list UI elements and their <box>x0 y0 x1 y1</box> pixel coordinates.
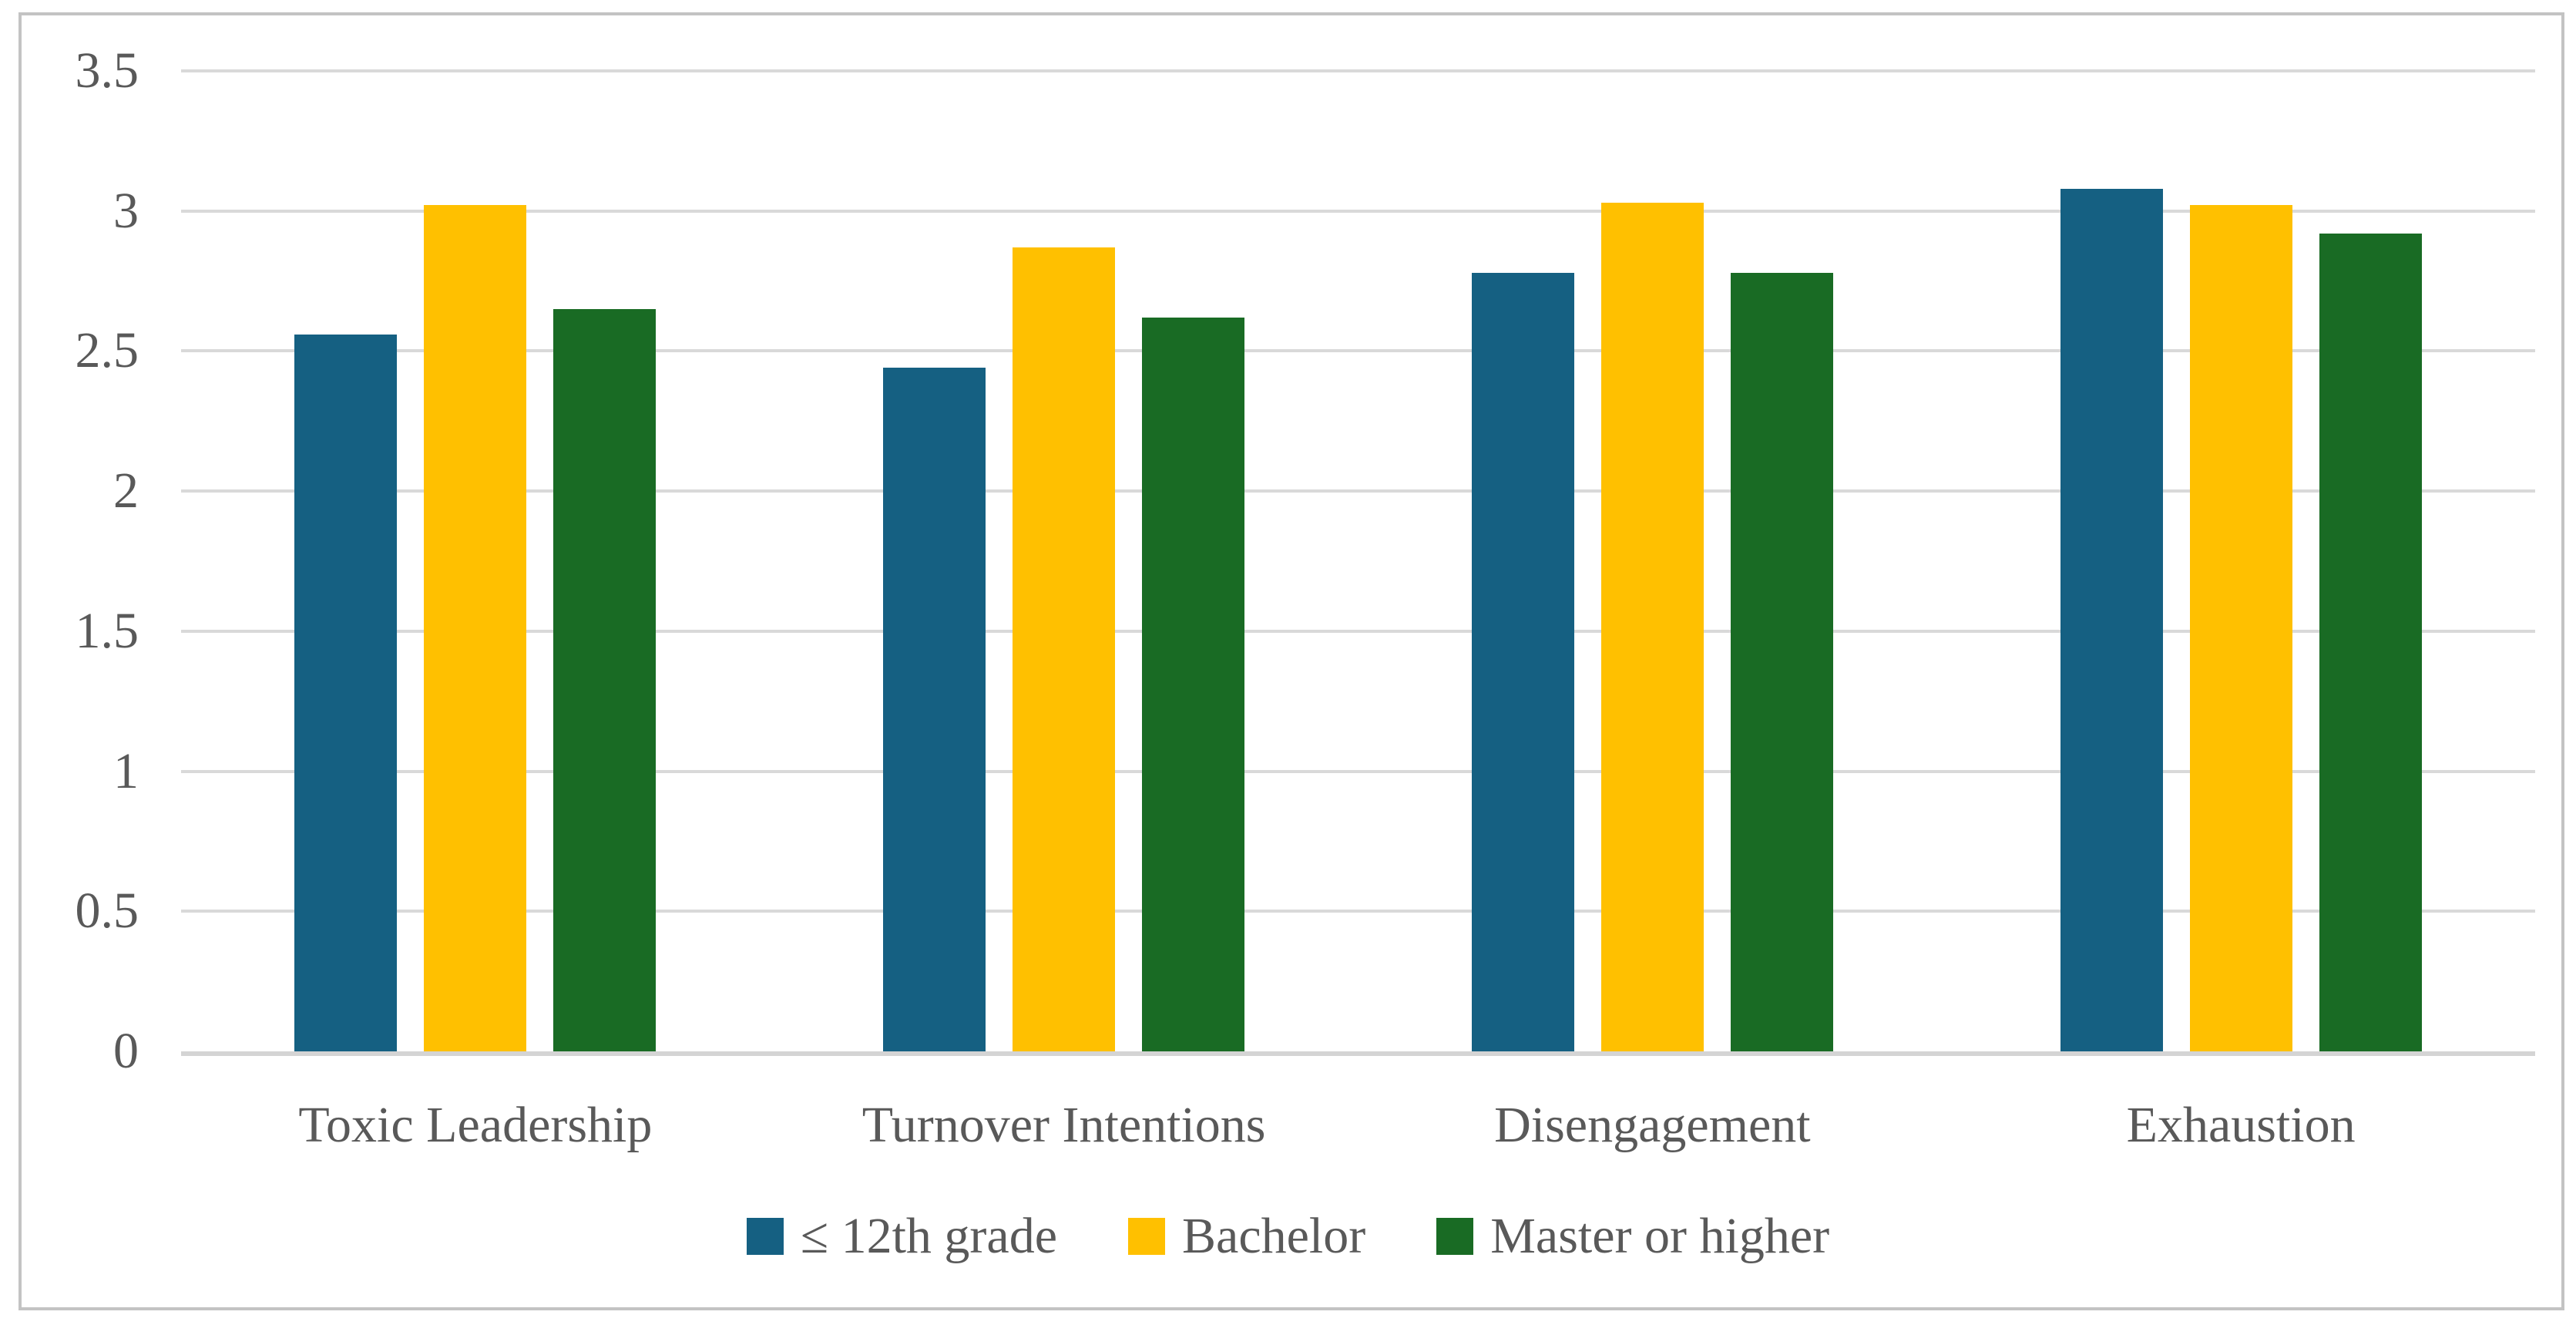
legend-label: Master or higher <box>1490 1208 1830 1264</box>
legend-label: ≤ 12th grade <box>800 1208 1058 1264</box>
gridline-2.5 <box>181 349 2535 353</box>
legend-entry-12th-grade: ≤ 12th grade <box>746 1208 1058 1264</box>
gridline-3.5 <box>181 69 2535 72</box>
gridline-2 <box>181 489 2535 493</box>
legend-entry-master-or-higher: Master or higher <box>1436 1211 1829 1262</box>
gridline-1 <box>181 769 2535 773</box>
gridline-0.5 <box>181 910 2535 913</box>
bar-toxic-leadership-bachelor <box>424 205 527 1051</box>
bar-turnover-intentions-master-or-higher <box>1142 317 1245 1051</box>
y-tick-label-0: 0 <box>113 1023 139 1079</box>
legend: ≤ 12th grade Bachelor Master or higher <box>0 1208 2576 1264</box>
legend-entry-bachelor: Bachelor <box>1128 1211 1365 1262</box>
legend-swatch-icon <box>1436 1218 1474 1255</box>
y-tick-label-1.5: 1.5 <box>75 602 139 659</box>
bar-turnover-intentions-bachelor <box>1013 247 1116 1051</box>
y-tick-label-3.5: 3.5 <box>75 42 139 99</box>
gridline-3 <box>181 209 2535 213</box>
y-tick-label-0.5: 0.5 <box>75 883 139 940</box>
legend-swatch-icon <box>1128 1218 1166 1255</box>
bar-toxic-leadership-master-or-higher <box>553 308 657 1051</box>
bar-exhaustion-bachelor <box>2189 205 2292 1051</box>
category-label-disengagement: Disengagement <box>1494 1097 1811 1153</box>
y-tick-label-3: 3 <box>113 182 139 239</box>
x-axis-line <box>181 1051 2535 1056</box>
y-tick-label-2: 2 <box>113 462 139 520</box>
y-tick-label-1: 1 <box>113 742 139 799</box>
category-label-turnover-intentions: Turnover Intentions <box>861 1097 1266 1153</box>
bar-disengagement-bachelor <box>1600 202 1704 1051</box>
category-label-exhaustion: Exhaustion <box>2126 1097 2356 1153</box>
legend-label: Bachelor <box>1182 1208 1366 1264</box>
bar-disengagement-master-or-higher <box>1730 272 1833 1051</box>
bar-disengagement-12th-grade <box>1471 272 1574 1051</box>
bar-toxic-leadership-12th-grade <box>294 334 398 1051</box>
bar-exhaustion-12th-grade <box>2060 188 2163 1051</box>
bar-exhaustion-master-or-higher <box>2319 233 2422 1051</box>
bar-turnover-intentions-12th-grade <box>883 368 986 1051</box>
category-label-toxic-leadership: Toxic Leadership <box>298 1097 653 1153</box>
y-tick-label-2.5: 2.5 <box>75 322 139 379</box>
gridline-1.5 <box>181 629 2535 633</box>
legend-swatch-icon <box>746 1218 784 1255</box>
